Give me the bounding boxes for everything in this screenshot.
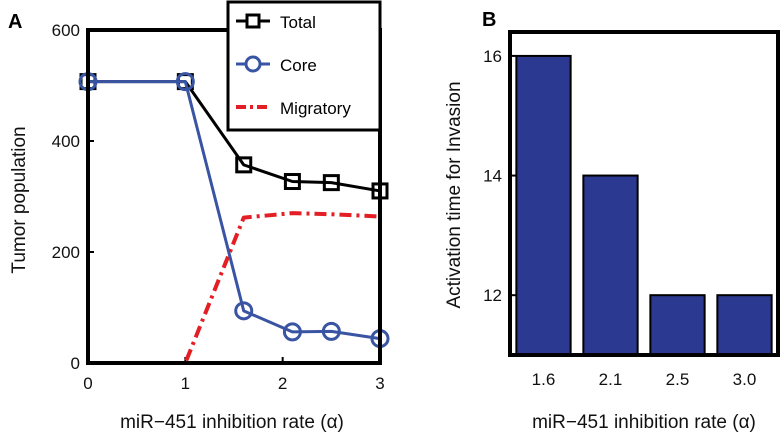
a-ytick-label: 600 [52,21,80,40]
panel-b-plot-frame [508,30,780,357]
b-ytick-label: 16 [483,47,502,66]
legend-total-marker [245,13,261,29]
a-xtick-label: 1 [181,374,190,393]
bar-2.1 [582,174,639,356]
series-line-migratory [88,211,381,365]
panel-b-ylabel: Activation time for Invasion [444,81,465,308]
bar-1.6 [515,54,572,356]
legend-core-label: Core [280,56,317,75]
panel-b-xlabel: miR−451 inhibition rate (α) [532,412,756,433]
point-core [321,321,341,341]
a-ytick-label: 400 [52,132,80,151]
b-ytick-label: 12 [483,286,502,305]
point-total [235,156,253,174]
point-core [175,72,195,92]
bar-2.5 [649,294,706,356]
legend-entry-migratory: Migratory [236,99,351,118]
legend-total-label: Total [280,13,316,32]
a-xtick-label: 2 [278,374,287,393]
panel-b-letter: B [482,9,496,31]
a-xtick-label: 0 [83,374,92,393]
a-xtick-label: 3 [375,374,384,393]
panel-b: B Activation time for Invasion miR−451 i… [444,9,780,433]
legend-core-marker [244,55,262,73]
panel-a: A Tumor population miR−451 inhibition ra… [8,0,390,433]
b-xtick-label: 1.6 [532,370,556,389]
bar-3.0 [716,294,773,356]
point-core [234,301,254,321]
panel-a-legend: Total Core Migratory [226,0,382,132]
b-ytick-label: 14 [483,167,502,186]
panel-a-ylabel: Tumor population [9,126,30,273]
a-ytick-label: 200 [52,243,80,262]
point-total [283,173,301,191]
legend-migratory-label: Migratory [280,99,351,118]
b-xtick-label: 2.5 [666,370,690,389]
legend-entry-total: Total [236,13,316,32]
point-core [282,322,302,342]
b-xtick-label: 2.1 [599,370,623,389]
point-total [322,174,340,192]
panel-a-xlabel: miR−451 inhibition rate (α) [120,412,344,433]
a-ytick-label: 0 [71,354,80,373]
panel-a-letter: A [8,11,22,33]
legend-entry-core: Core [236,55,317,75]
b-xtick-label: 3.0 [733,370,757,389]
